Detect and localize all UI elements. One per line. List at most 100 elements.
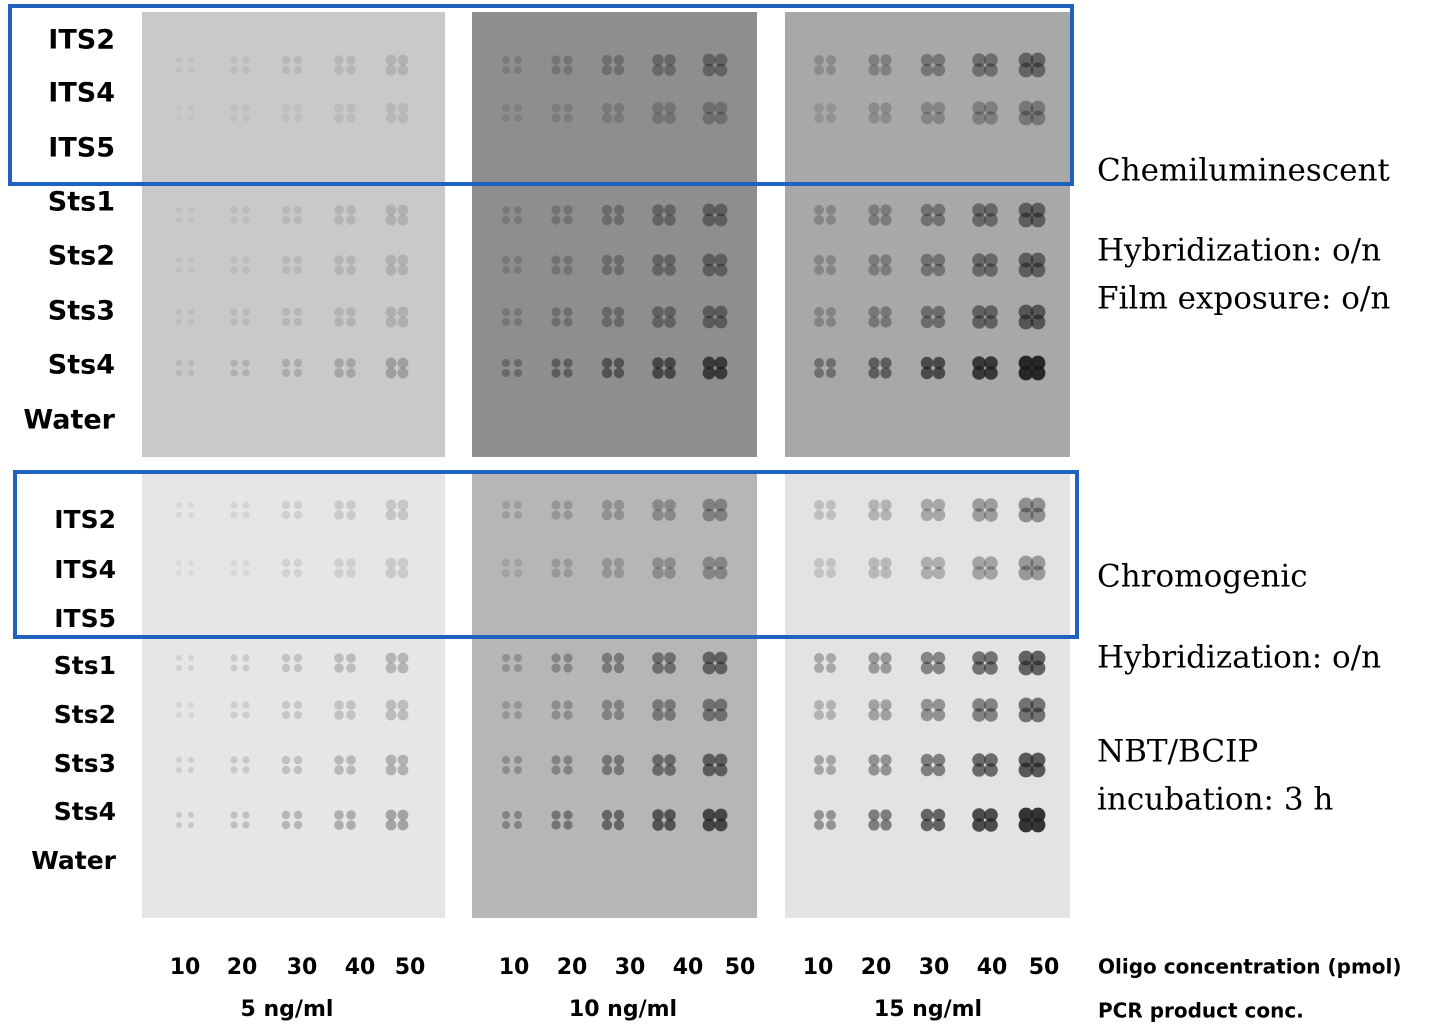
dot	[652, 64, 664, 76]
dot	[932, 498, 946, 512]
row-label: Sts1	[48, 187, 115, 218]
dot	[563, 358, 573, 368]
dot	[551, 55, 561, 65]
dot	[868, 709, 880, 721]
dot	[563, 103, 573, 113]
dot	[932, 53, 946, 67]
dot	[293, 765, 303, 775]
dot	[714, 808, 728, 822]
dot	[932, 661, 946, 675]
dot	[397, 699, 409, 711]
dot	[176, 105, 182, 111]
dot	[714, 556, 728, 570]
dot	[664, 557, 676, 569]
dot	[502, 266, 510, 274]
dot	[613, 112, 625, 124]
dot	[230, 559, 238, 567]
dot	[702, 315, 716, 329]
dot	[826, 55, 836, 65]
dot	[714, 111, 728, 125]
dot	[972, 263, 986, 277]
dot	[714, 213, 728, 227]
dot	[397, 819, 409, 831]
membrane	[142, 470, 445, 918]
highlight-box	[13, 470, 1079, 639]
row-label: Sts1	[54, 651, 116, 680]
dot	[563, 307, 573, 317]
dot	[868, 64, 880, 76]
dot	[176, 309, 182, 315]
dot	[984, 763, 998, 777]
dot	[880, 316, 892, 328]
dot	[1018, 110, 1034, 126]
dot	[868, 214, 880, 226]
dot	[601, 357, 613, 369]
dot	[563, 700, 573, 710]
dot	[293, 255, 303, 265]
dot	[563, 55, 573, 65]
dot	[242, 369, 250, 377]
dot	[601, 367, 613, 379]
dot	[385, 557, 397, 569]
dot	[868, 509, 880, 521]
dot	[652, 754, 664, 766]
group-label: 5 ng/ml	[241, 997, 334, 1022]
dot	[563, 65, 573, 75]
dot	[920, 763, 934, 777]
dot	[664, 709, 676, 721]
dot	[880, 214, 892, 226]
dot	[984, 203, 998, 217]
dot	[932, 213, 946, 227]
dot	[281, 317, 291, 327]
dot	[397, 264, 409, 276]
dot	[601, 662, 613, 674]
dot	[814, 103, 824, 113]
dot	[652, 254, 664, 266]
dot	[702, 213, 716, 227]
dot	[551, 755, 561, 765]
dot	[563, 113, 573, 123]
dot	[652, 264, 664, 276]
dot	[932, 366, 946, 380]
dot	[514, 318, 522, 326]
dot	[397, 499, 409, 511]
dot	[334, 215, 344, 225]
dot	[613, 316, 625, 328]
dot	[920, 305, 934, 319]
dot	[281, 810, 291, 820]
dot	[920, 101, 934, 115]
dot	[972, 661, 986, 675]
dot	[826, 558, 836, 568]
dot	[242, 501, 250, 509]
dot	[984, 556, 998, 570]
dot	[880, 264, 892, 276]
dot	[972, 508, 986, 522]
dot	[826, 368, 836, 378]
dot	[514, 811, 522, 819]
dot	[188, 370, 194, 376]
dot	[188, 512, 194, 518]
dot	[397, 557, 409, 569]
dot	[664, 214, 676, 226]
dot	[188, 655, 194, 661]
dot	[385, 764, 397, 776]
dot	[385, 64, 397, 76]
dot	[385, 306, 397, 318]
dot	[880, 306, 892, 318]
dot	[281, 653, 291, 663]
dot	[880, 509, 892, 521]
dot	[242, 511, 250, 519]
dot	[293, 265, 303, 275]
dot	[972, 753, 986, 767]
dot	[652, 499, 664, 511]
dot	[714, 651, 728, 665]
dot	[613, 54, 625, 66]
dot	[613, 64, 625, 76]
dot	[984, 808, 998, 822]
dot	[920, 315, 934, 329]
dot	[826, 500, 836, 510]
dot	[601, 567, 613, 579]
dot	[814, 55, 824, 65]
dot	[176, 812, 182, 818]
dot	[920, 651, 934, 665]
